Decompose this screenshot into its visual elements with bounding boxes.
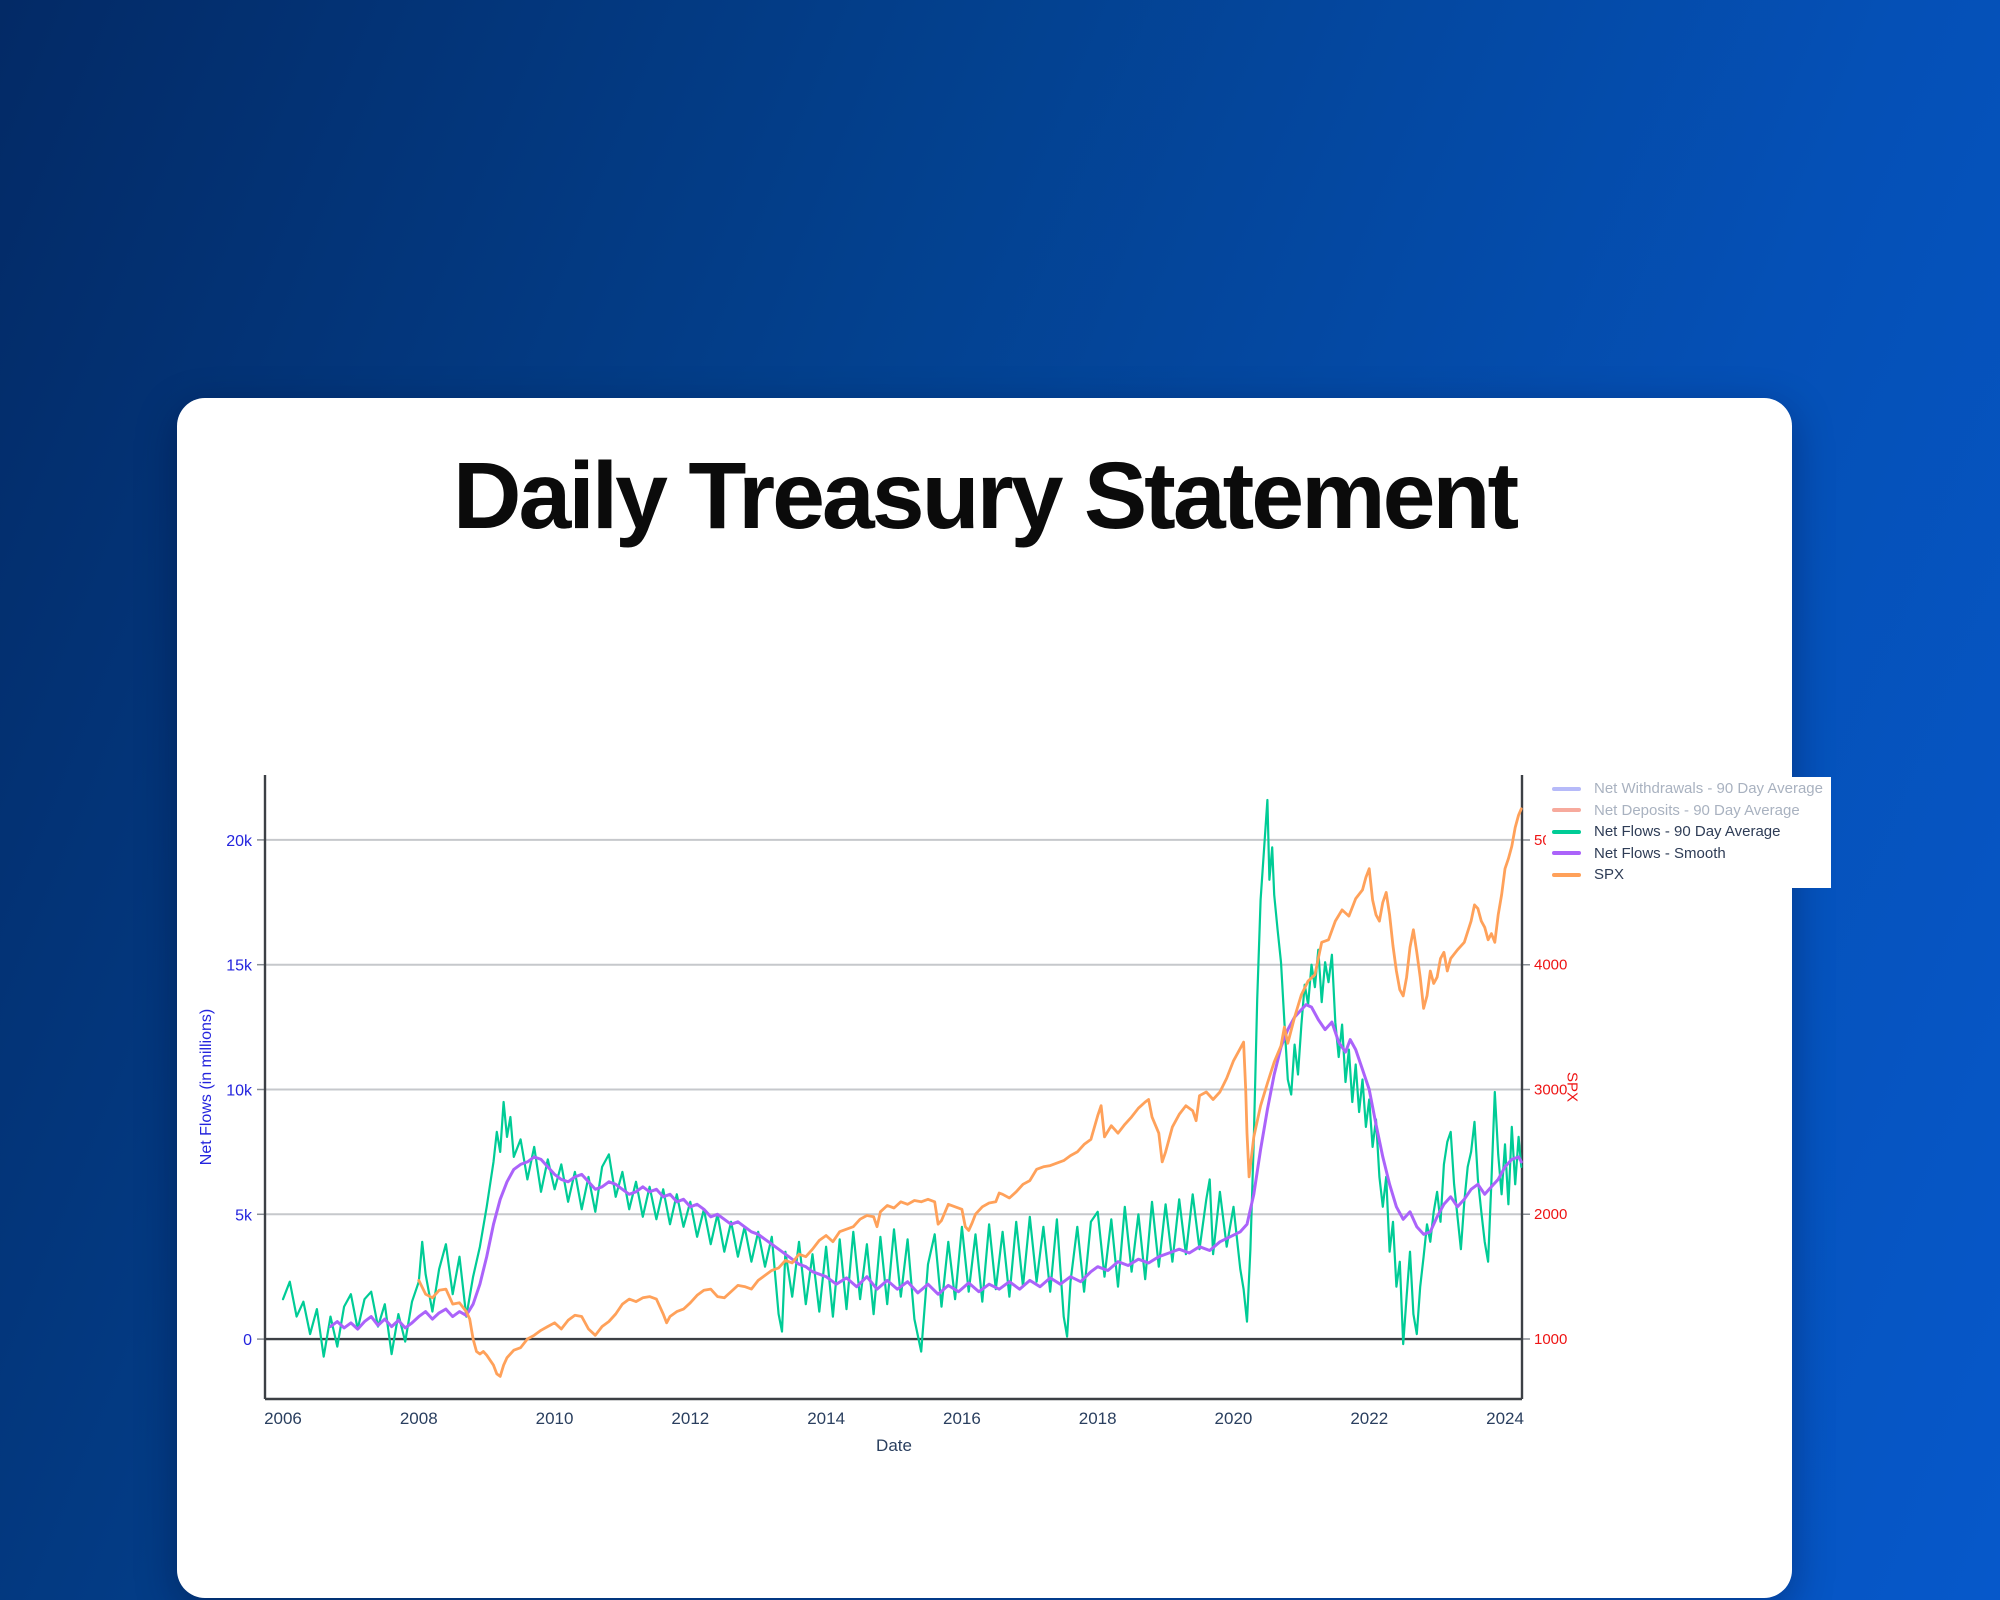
legend-item-spx[interactable]: SPX: [1552, 866, 1823, 883]
x-tick-label: 2012: [671, 1409, 709, 1428]
legend-item-net-deposits-90-day-average[interactable]: Net Deposits - 90 Day Average: [1552, 802, 1823, 819]
series-line-net-flows-smooth: [329, 1003, 1523, 1331]
legend-item-net-flows-smooth[interactable]: Net Flows - Smooth: [1552, 845, 1823, 862]
y-left-tick-label: 20k: [226, 833, 253, 850]
legend-label: SPX: [1594, 866, 1625, 883]
legend-label: Net Deposits - 90 Day Average: [1594, 801, 1800, 819]
legend-swatch-icon: [1552, 786, 1581, 791]
legend-swatch-icon: [1552, 829, 1581, 834]
series-line-spx: [417, 807, 1523, 1378]
y-right-tick-label: 3000: [1534, 1081, 1567, 1098]
legend-item-net-flows-90-day-average[interactable]: Net Flows - 90 Day Average: [1552, 823, 1823, 840]
legend-label: Net Withdrawals - 90 Day Average: [1594, 780, 1823, 797]
y-right-tick-label: 1000: [1534, 1331, 1567, 1348]
x-tick-label: 2016: [943, 1409, 981, 1428]
legend-swatch-icon: [1552, 872, 1581, 877]
x-axis-title: Date: [876, 1436, 912, 1455]
y-axis-title-right: SPX: [1563, 1071, 1581, 1103]
x-tick-label: 2010: [536, 1409, 574, 1428]
legend-label: Net Flows - 90 Day Average: [1594, 823, 1781, 840]
legend-swatch-icon: [1552, 851, 1581, 855]
x-tick-label: 2022: [1350, 1409, 1388, 1428]
x-tick-label: 2024: [1486, 1409, 1524, 1428]
x-tick-label: 2014: [807, 1409, 845, 1428]
y-left-tick-label: 10k: [226, 1082, 253, 1099]
x-tick-label: 2020: [1215, 1409, 1253, 1428]
legend-swatch-icon: [1552, 808, 1581, 812]
page-title: Daily Treasury Statement: [452, 443, 1519, 549]
y-left-tick-label: 0: [243, 1332, 252, 1349]
legend-label: Net Flows - Smooth: [1594, 844, 1726, 862]
y-right-tick-label: 4000: [1534, 957, 1567, 974]
series-line-net-flows-90-day-average: [281, 798, 1523, 1358]
x-tick-label: 2006: [264, 1409, 302, 1428]
y-axis-title-left: Net Flows (in millions): [198, 1008, 215, 1166]
y-left-tick-label: 15k: [226, 958, 253, 975]
y-right-tick-label: 2000: [1534, 1206, 1567, 1223]
chart-legend: Net Withdrawals - 90 Day Average Net Depo…: [1546, 777, 1831, 888]
x-tick-label: 2008: [400, 1409, 438, 1428]
x-tick-label: 2018: [1079, 1409, 1117, 1428]
legend-item-net-withdrawals-90-day-average[interactable]: Net Withdrawals - 90 Day Average: [1552, 780, 1823, 797]
y-left-tick-label: 5k: [235, 1207, 253, 1224]
